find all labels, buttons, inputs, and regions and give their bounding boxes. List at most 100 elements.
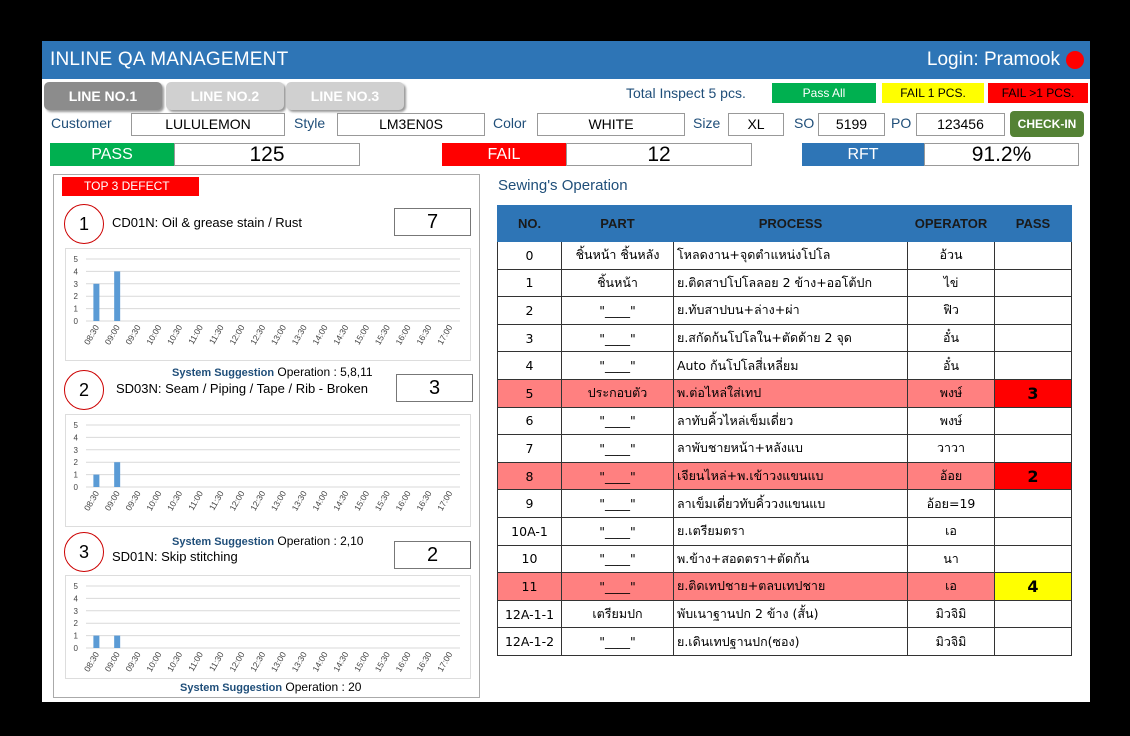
po-field[interactable]: 123456 [916, 113, 1005, 136]
tab-line-2[interactable]: LINE NO.2 [166, 82, 284, 110]
cell-process: ย.เตรียมตรา [673, 516, 908, 546]
defect-chart-1: 5 4 3 2 1 0 08:30 09:00 09:30 10:00 10:30 11:00 11:3… [65, 248, 471, 361]
y-tick-label: 1 [74, 632, 79, 641]
x-tick-label: 16:30 [414, 489, 433, 513]
pass-label: PASS [50, 143, 174, 166]
check-in-button[interactable]: CHECK-IN [1010, 111, 1084, 137]
tab-line-3[interactable]: LINE NO.3 [286, 82, 404, 110]
table-row[interactable]: 7 "____" ลาพับชายหน้า+หลังแบ วาวา [497, 434, 1072, 463]
cell-process: โหลดงาน+จุดตำแหน่งโปโล [673, 241, 908, 270]
defect-count-2: 3 [396, 374, 473, 402]
cell-part: "____" [561, 296, 674, 325]
cell-pass [994, 489, 1072, 518]
cell-operator: อั๋น [907, 351, 995, 380]
x-tick-label: 09:30 [123, 489, 142, 513]
x-tick-label: 11:00 [186, 489, 205, 512]
style-label: Style [294, 115, 326, 131]
x-tick-label: 14:00 [310, 650, 329, 674]
size-field[interactable]: XL [728, 113, 784, 136]
cell-pass [994, 351, 1072, 380]
cell-operator: พงษ์ [907, 406, 995, 436]
x-tick-label: 10:00 [144, 489, 163, 513]
size-label: Size [693, 115, 721, 131]
table-row[interactable]: 4 "____" Auto ก้นโปโลสี่เหลี่ยม อั๋น [497, 351, 1072, 380]
table-row[interactable]: 5 ประกอบตัว พ.ต่อไหล่ใส่เทป พงษ์ 3 [497, 378, 1072, 408]
table-row[interactable]: 12A-1-1 เตรียมปก พับเนาฐานปก 2 ข้าง (สั้น)… [497, 599, 1072, 629]
cell-process: พ.ต่อไหล่ใส่เทป [673, 378, 908, 408]
cell-no: 0 [497, 241, 562, 270]
col-header-no: NO. [497, 205, 562, 242]
so-label: SO [794, 115, 815, 131]
defect-count-1: 7 [394, 208, 471, 236]
table-row[interactable]: 10 "____" พ.ข้าง+สอดตรา+ตัดก้น นา [497, 544, 1072, 574]
cell-process: พับเนาฐานปก 2 ข้าง (สั้น) [673, 599, 908, 629]
x-tick-label: 16:00 [393, 650, 412, 674]
color-field[interactable]: WHITE [537, 113, 685, 136]
cell-part: ประกอบตัว [561, 378, 674, 408]
table-row[interactable]: 1 ชิ้นหน้า ย.ติดสาปโปโลลอย 2 ข้าง+ออโต้ปกไ… [497, 268, 1072, 298]
x-tick-label: 15:30 [373, 489, 392, 513]
table-row[interactable]: 6 "____" ลาทับคิ้วไหล่เข็มเดี่ยว พงษ์ [497, 406, 1072, 436]
cell-pass [994, 406, 1072, 436]
x-tick-label: 10:00 [144, 650, 163, 674]
x-tick-label: 15:00 [352, 323, 371, 347]
y-tick-label: 5 [74, 421, 79, 430]
so-field[interactable]: 5199 [818, 113, 885, 136]
cell-operator: นา [907, 544, 995, 574]
table-row[interactable]: 3 "____" ย.สกัดก้นโปโลใน+ตัดด้าย 2 จุด อั๋น [497, 323, 1072, 353]
table-row[interactable]: 10A-1 "____" ย.เตรียมตรา เอ [497, 516, 1072, 546]
suggestion-label: System Suggestion [180, 682, 283, 694]
cell-no: 10 [497, 544, 562, 574]
y-tick-label: 3 [74, 446, 79, 455]
cell-pass [994, 241, 1072, 270]
x-tick-label: 11:00 [186, 323, 205, 346]
x-tick-label: 09:00 [103, 489, 122, 513]
tab-line-1[interactable]: LINE NO.1 [44, 82, 162, 110]
cell-operator: อ้อย=19 [907, 489, 995, 518]
cell-pass [994, 323, 1072, 353]
y-tick-label: 2 [74, 292, 79, 301]
x-tick-label: 15:00 [352, 489, 371, 513]
total-inspect-label: Total Inspect 5 pcs. [626, 85, 746, 101]
x-tick-label: 12:00 [227, 650, 246, 674]
cell-no: 2 [497, 296, 562, 325]
x-tick-label: 10:30 [165, 650, 184, 674]
cell-process: ลาทับคิ้วไหล่เข็มเดี่ยว [673, 406, 908, 436]
top-defect-header: TOP 3 DEFECT [62, 177, 199, 196]
login-label[interactable]: Login: Pramook [926, 49, 1060, 70]
cell-pass: 2 [994, 461, 1072, 491]
chart-bar [114, 271, 121, 321]
cell-part: เตรียมปก [561, 599, 674, 629]
x-tick-label: 09:00 [103, 323, 122, 347]
cell-no: 11 [497, 572, 562, 601]
cell-pass [994, 434, 1072, 463]
x-tick-label: 17:00 [435, 650, 454, 674]
table-row[interactable]: 2 "____" ย.ทับสาปบน+ล่าง+ผ่า ฟิว [497, 296, 1072, 325]
x-tick-label: 14:30 [331, 489, 350, 513]
pass-value: 125 [174, 143, 360, 166]
cell-operator: มิวจิมิ [907, 599, 995, 629]
fail-label: FAIL [442, 143, 566, 166]
customer-field[interactable]: LULULEMON [131, 113, 285, 136]
table-row[interactable]: 8 "____" เจียนไหล่+พ.เข้าวงแขนแบ อ้อย 2 [497, 461, 1072, 491]
top-defect-panel: TOP 3 DEFECT 1 CD01N: Oil & grease stain… [53, 174, 480, 698]
table-row[interactable]: 11 "____" ย.ติดเทปชาย+ตลบเทปชาย เอ 4 [497, 572, 1072, 601]
table-row[interactable]: 9 "____" ลาเข็มเดี่ยวทับคิ้ววงแขนแบ อ้อย=19 [497, 489, 1072, 518]
style-field[interactable]: LM3EN0S [337, 113, 485, 136]
cell-no: 7 [497, 434, 562, 463]
cell-process: ย.ติดสาปโปโลลอย 2 ข้าง+ออโต้ปก [673, 268, 908, 298]
cell-process: พ.ข้าง+สอดตรา+ตัดก้น [673, 544, 908, 574]
cell-operator: เอ [907, 572, 995, 601]
x-tick-label: 13:00 [269, 650, 288, 674]
x-tick-label: 10:00 [144, 323, 163, 347]
x-tick-label: 09:00 [103, 650, 122, 674]
x-tick-label: 11:00 [186, 650, 205, 673]
cell-no: 3 [497, 323, 562, 353]
table-row[interactable]: 0 ชิ้นหน้า ชิ้นหลัง โหลดงาน+จุดตำแหน่งโปโล… [497, 241, 1072, 270]
legend-fail-more: FAIL >1 PCS. [988, 83, 1088, 103]
suggestion-label: System Suggestion [172, 367, 275, 379]
cell-pass [994, 627, 1072, 656]
table-row[interactable]: 12A-1-2 "____" ย.เดินเทปฐานปก(ซอง) มิวจิมิ [497, 627, 1072, 656]
title-bar: INLINE QA MANAGEMENT Login: Pramook [42, 41, 1090, 79]
y-tick-label: 4 [74, 267, 79, 276]
